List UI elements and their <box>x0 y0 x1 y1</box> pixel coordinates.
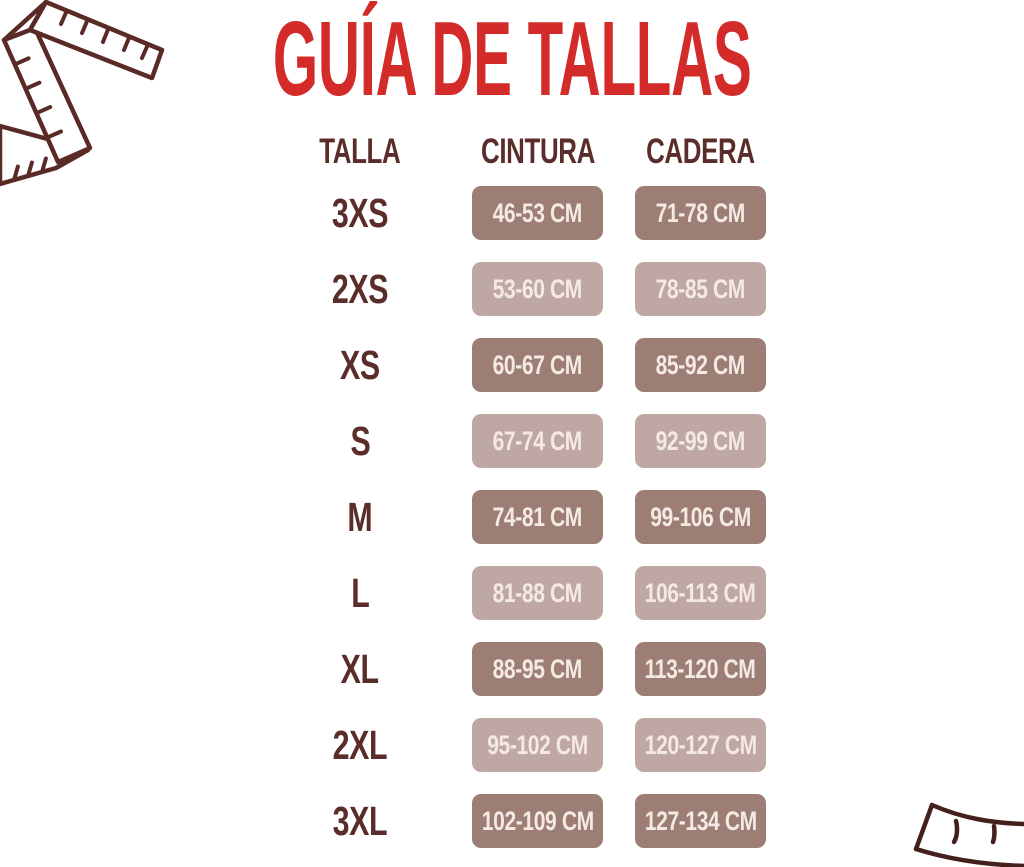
cintura-cell-text: 81-88 CM <box>492 577 583 608</box>
cintura-cell-text: 74-81 CM <box>492 501 583 532</box>
cadera-cell-slot: 78-85 CM <box>635 251 766 327</box>
cadera-cell-text: 85-92 CM <box>655 349 746 380</box>
cadera-cell: 127-134 CM <box>635 794 766 848</box>
cadera-cell-slot: 113-120 CM <box>635 631 766 707</box>
cadera-cell-text: 92-99 CM <box>655 425 746 456</box>
cadera-cell: 78-85 CM <box>635 262 766 316</box>
column-header-cadera-label: CADERA <box>646 131 755 171</box>
cintura-cell: 88-95 CM <box>472 642 603 696</box>
size-label-text: M <box>347 493 373 540</box>
cintura-cell: 102-109 CM <box>472 794 603 848</box>
column-header-cintura-label: CINTURA <box>480 131 595 171</box>
cadera-cell-text: 106-113 CM <box>645 577 756 608</box>
size-label-text: 3XS <box>331 189 389 236</box>
cintura-cell-slot: 53-60 CM <box>472 251 603 327</box>
size-label: S <box>280 403 440 479</box>
cintura-cell-text: 67-74 CM <box>492 425 583 456</box>
column-header-talla: TALLA <box>280 128 440 175</box>
cadera-cell-text: 127-134 CM <box>644 805 757 836</box>
cintura-cell: 46-53 CM <box>472 186 603 240</box>
cadera-cell-text: 113-120 CM <box>645 653 756 684</box>
cadera-cell: 113-120 CM <box>635 642 766 696</box>
size-label: XS <box>280 327 440 403</box>
cintura-cell: 67-74 CM <box>472 414 603 468</box>
cintura-cell-text: 53-60 CM <box>492 273 583 304</box>
waistband-icon <box>913 802 1024 867</box>
size-label-text: S <box>350 417 370 464</box>
cintura-cell: 53-60 CM <box>472 262 603 316</box>
cadera-cell-text: 120-127 CM <box>644 729 757 760</box>
cadera-cell: 71-78 CM <box>635 186 766 240</box>
cadera-cell-text: 78-85 CM <box>655 273 746 304</box>
cadera-cell: 120-127 CM <box>635 718 766 772</box>
size-label: 3XL <box>280 783 440 859</box>
cintura-cell-text: 88-95 CM <box>492 653 583 684</box>
cadera-cell-slot: 99-106 CM <box>635 479 766 555</box>
cintura-cell-slot: 74-81 CM <box>472 479 603 555</box>
size-label-text: 3XL <box>332 797 388 844</box>
size-label-text: XL <box>340 645 380 692</box>
cintura-cell-text: 60-67 CM <box>492 349 583 380</box>
cadera-cell-text: 99-106 CM <box>650 501 751 532</box>
cintura-cell-slot: 67-74 CM <box>472 403 603 479</box>
cintura-cell-slot: 46-53 CM <box>472 175 603 251</box>
cadera-cell-slot: 71-78 CM <box>635 175 766 251</box>
size-label: 2XL <box>280 707 440 783</box>
cadera-cell: 99-106 CM <box>635 490 766 544</box>
size-label: XL <box>280 631 440 707</box>
cintura-cell-slot: 95-102 CM <box>472 707 603 783</box>
column-header-cintura: CINTURA <box>472 128 603 175</box>
cintura-cell: 74-81 CM <box>472 490 603 544</box>
cintura-cell-text: 46-53 CM <box>492 197 583 228</box>
cintura-cell: 60-67 CM <box>472 338 603 392</box>
cadera-cell-slot: 127-134 CM <box>635 783 766 859</box>
cintura-cell-slot: 88-95 CM <box>472 631 603 707</box>
cintura-cell: 95-102 CM <box>472 718 603 772</box>
size-label: 3XS <box>280 175 440 251</box>
size-label-text: XS <box>340 341 380 388</box>
size-label: L <box>280 555 440 631</box>
cadera-cell-slot: 106-113 CM <box>635 555 766 631</box>
page-title-text: GUÍA DE TALLAS <box>272 0 752 118</box>
cadera-cell-slot: 120-127 CM <box>635 707 766 783</box>
size-label-text: L <box>350 569 370 616</box>
column-header-talla-label: TALLA <box>319 131 401 171</box>
cintura-cell-text: 95-102 CM <box>487 729 588 760</box>
size-label-text: 2XL <box>332 721 388 768</box>
size-label-text: 2XS <box>331 265 389 312</box>
cadera-cell-slot: 92-99 CM <box>635 403 766 479</box>
column-header-cadera: CADERA <box>635 128 766 175</box>
cadera-cell-slot: 85-92 CM <box>635 327 766 403</box>
cadera-cell: 106-113 CM <box>635 566 766 620</box>
cintura-cell-slot: 102-109 CM <box>472 783 603 859</box>
page-title: GUÍA DE TALLAS <box>0 0 1024 118</box>
cadera-cell-text: 71-78 CM <box>655 197 746 228</box>
cintura-cell-slot: 81-88 CM <box>472 555 603 631</box>
size-label: M <box>280 479 440 555</box>
cintura-cell-slot: 60-67 CM <box>472 327 603 403</box>
cintura-cell-text: 102-109 CM <box>481 805 594 836</box>
cadera-cell: 92-99 CM <box>635 414 766 468</box>
size-table: TALLA CINTURA CADERA 3XS 46-53 CM 71-78 CM… <box>280 128 766 859</box>
cintura-cell: 81-88 CM <box>472 566 603 620</box>
measuring-tape-icon <box>0 0 165 187</box>
cadera-cell: 85-92 CM <box>635 338 766 392</box>
size-label: 2XS <box>280 251 440 327</box>
